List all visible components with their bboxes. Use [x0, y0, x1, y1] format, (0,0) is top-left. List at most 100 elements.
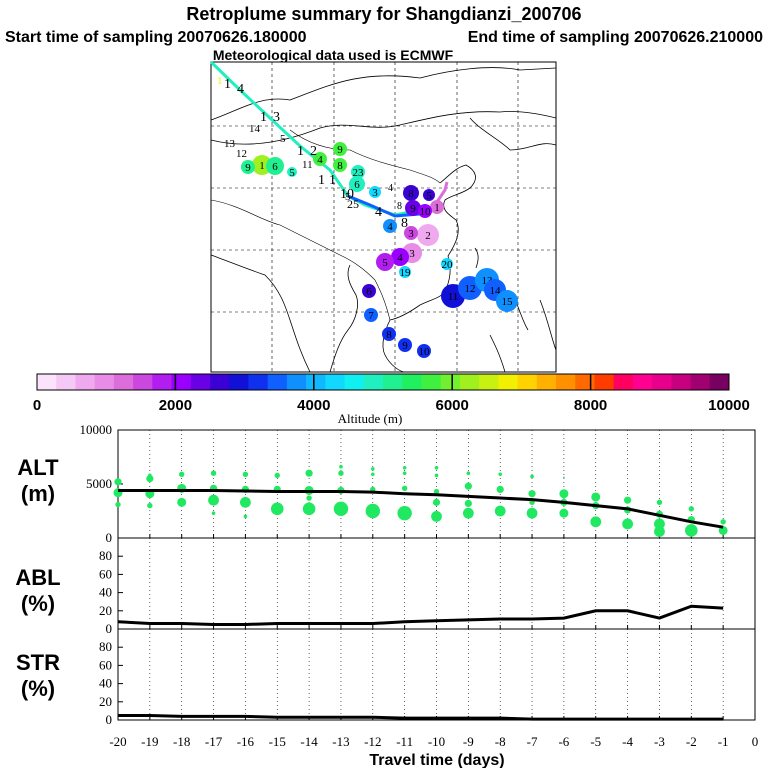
- alt-ytick-label: 5000: [86, 476, 112, 491]
- plume-point: [441, 258, 453, 270]
- plume-point: [398, 338, 412, 352]
- colorbar-swatch: [613, 374, 634, 390]
- plume-point-label: 15: [502, 296, 514, 308]
- x-tick-label: -13: [332, 734, 349, 749]
- alt-point: [591, 492, 601, 502]
- track-label: 8: [401, 216, 408, 231]
- plume-point: [417, 344, 431, 358]
- abl-ytick-label: 20: [99, 603, 112, 618]
- plume-point-label: 13: [482, 275, 494, 287]
- alt-point: [177, 497, 187, 507]
- track-label: 3: [273, 110, 280, 125]
- plume-point-label: 11: [448, 291, 459, 303]
- map-grid: [211, 62, 556, 372]
- alt-point: [114, 478, 122, 486]
- colorbar-swatch: [421, 374, 442, 390]
- track-label: 10: [340, 187, 354, 202]
- alt-point: [338, 470, 344, 476]
- alt-point: [622, 518, 633, 530]
- abl-ytick-label: 40: [99, 585, 112, 600]
- colorbar-swatch: [190, 374, 211, 390]
- plume-point: [241, 160, 255, 174]
- alt-point: [211, 511, 216, 515]
- x-tick-label: 0: [752, 734, 759, 749]
- x-tick-label: -11: [396, 734, 413, 749]
- plume-point-label: 10: [420, 206, 432, 218]
- colorbar-swatch: [690, 374, 711, 390]
- plume-point: [333, 158, 347, 172]
- alt-point: [434, 473, 439, 478]
- plume-point-label: 3: [372, 187, 378, 199]
- track-label: 4: [375, 205, 382, 220]
- alt-point: [654, 526, 665, 537]
- plume-point-label: 1: [259, 160, 265, 172]
- colorbar-swatch: [440, 374, 461, 390]
- str-label: STR: [16, 650, 60, 675]
- plume-point-label: 9: [410, 203, 416, 215]
- plume-point-label: 2: [425, 230, 431, 242]
- plume-point-label: 5: [426, 190, 432, 202]
- abl-panel: 0 20 40 60 80: [99, 537, 756, 636]
- plume-point: [351, 165, 365, 179]
- track-label: 12: [236, 148, 247, 160]
- plume-point: [496, 290, 518, 312]
- alt-point: [530, 474, 534, 479]
- x-tick-label: -3: [654, 734, 665, 749]
- abl-ytick-label: 60: [99, 566, 112, 581]
- plume-point: [399, 266, 411, 278]
- abl-unit-label: (%): [21, 591, 55, 616]
- alt-point: [462, 507, 474, 519]
- colorbar-swatch: [709, 374, 730, 390]
- x-tick-label: -18: [173, 734, 190, 749]
- plume-point: [376, 253, 394, 271]
- alt-point: [559, 489, 569, 499]
- track-label: 11: [302, 159, 313, 171]
- alt-median-line: [118, 488, 724, 529]
- alt-point: [559, 508, 569, 518]
- plume-point-label: 8: [337, 160, 343, 172]
- alt-point: [306, 495, 312, 501]
- str-unit-label: (%): [21, 676, 55, 701]
- alt-point: [371, 467, 375, 471]
- plume-point-label: 4: [397, 252, 403, 264]
- alt-point: [179, 471, 185, 477]
- alt-label: ALT: [17, 455, 59, 480]
- track-label: 1: [318, 173, 325, 188]
- colorbar-label: Altitude (m): [338, 411, 403, 426]
- plume-point: [404, 226, 418, 240]
- plume-point: [266, 157, 284, 175]
- abl-line: [117, 604, 724, 626]
- x-tick-label: -12: [364, 734, 381, 749]
- alt-point: [243, 514, 248, 519]
- abl-frame: [117, 537, 756, 630]
- colorbar-swatch: [594, 374, 615, 390]
- track-label: 2: [310, 144, 317, 159]
- x-tick-label: -5: [590, 734, 601, 749]
- colorbar-swatch: [306, 374, 326, 390]
- colorbar-swatch: [459, 374, 480, 390]
- plume-point-label: 6: [366, 286, 372, 298]
- track-label: 4: [388, 183, 393, 194]
- alt-point: [302, 502, 316, 516]
- colorbar-tick-label: 2000: [159, 397, 192, 414]
- track-label: 1: [217, 75, 223, 87]
- x-tick-label: -7: [527, 734, 538, 749]
- colorbar-swatch: [517, 374, 538, 390]
- alt-point: [401, 485, 408, 492]
- map-frame: [210, 61, 557, 373]
- plume-point-label: 5: [289, 167, 295, 179]
- str-frame: [117, 628, 756, 721]
- plume-point-label: 9: [402, 340, 408, 352]
- alt-point: [654, 518, 665, 530]
- colorbar-swatch: [210, 374, 230, 390]
- colorbar-swatch: [556, 374, 576, 390]
- alt-point: [431, 511, 442, 522]
- str-line: [118, 713, 724, 721]
- colorbar-swatch: [671, 374, 692, 390]
- colorbar-tick-label: 8000: [574, 397, 607, 414]
- track-label: 5: [280, 133, 286, 145]
- met-data-label: Meteorological data used is ECMWF: [213, 47, 454, 63]
